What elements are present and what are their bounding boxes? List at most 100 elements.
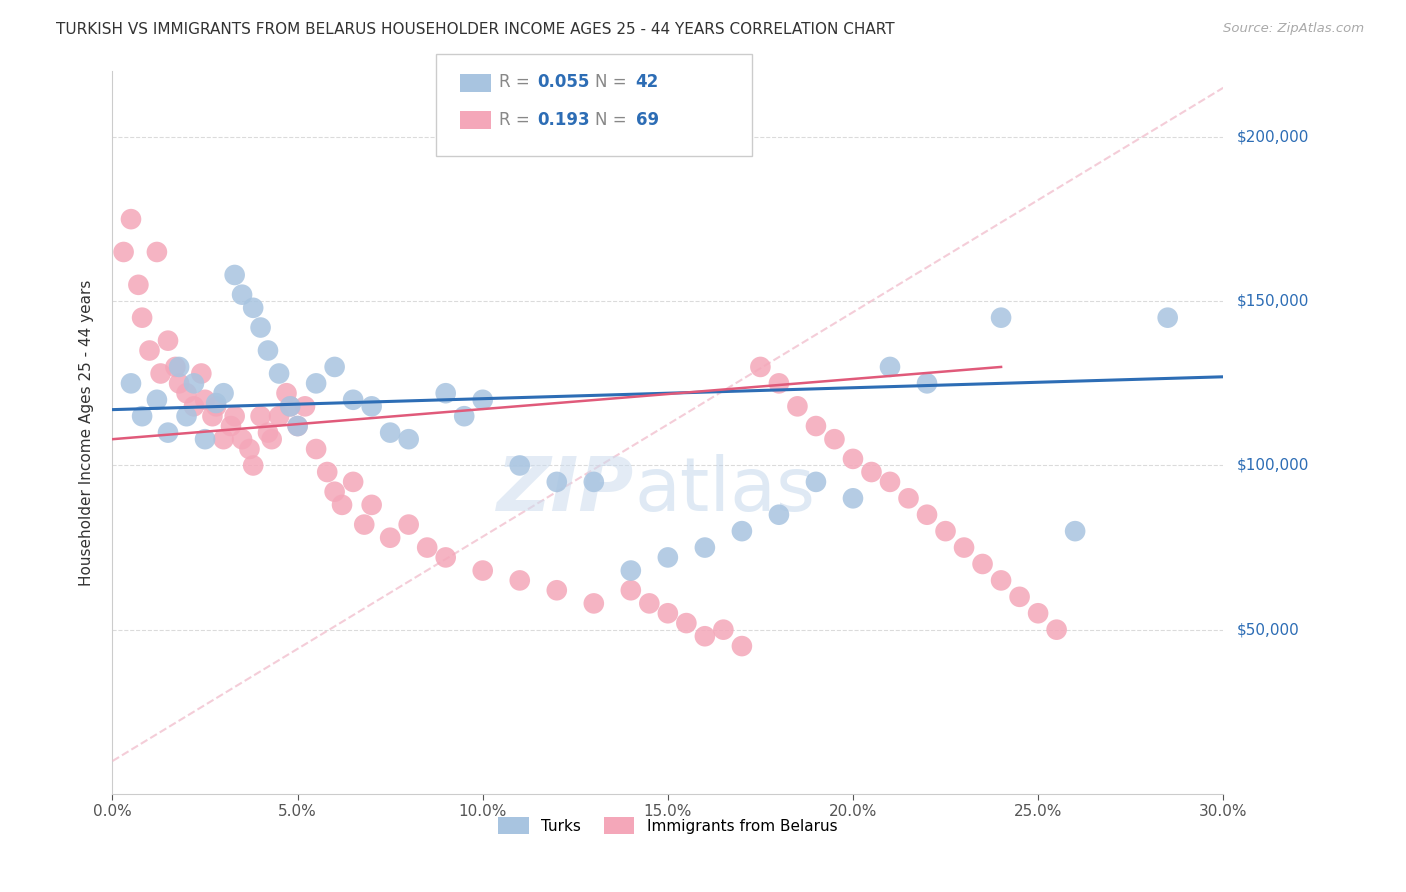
Point xyxy=(201,409,224,424)
Point xyxy=(1045,623,1069,637)
Point xyxy=(249,320,271,334)
Point xyxy=(287,419,309,434)
Text: 42: 42 xyxy=(636,73,659,91)
Point xyxy=(120,376,142,391)
Point xyxy=(879,359,901,374)
Point xyxy=(693,541,716,555)
Point xyxy=(380,425,402,440)
Point xyxy=(693,629,716,643)
Point xyxy=(131,409,153,424)
Point xyxy=(842,491,865,506)
Point xyxy=(276,386,298,401)
Y-axis label: Householder Income Ages 25 - 44 years: Householder Income Ages 25 - 44 years xyxy=(79,279,94,586)
Point xyxy=(842,451,865,466)
Point xyxy=(620,583,643,598)
Point xyxy=(194,432,217,446)
Point xyxy=(509,458,531,473)
Point xyxy=(398,517,420,532)
Point xyxy=(471,564,494,578)
Point xyxy=(183,400,205,414)
Point xyxy=(713,623,735,637)
Point xyxy=(471,392,494,407)
Point xyxy=(546,583,568,598)
Point xyxy=(112,244,135,259)
Point xyxy=(194,392,217,407)
Point xyxy=(183,376,205,391)
Text: $150,000: $150,000 xyxy=(1237,293,1309,309)
Text: 69: 69 xyxy=(636,111,658,128)
Text: Source: ZipAtlas.com: Source: ZipAtlas.com xyxy=(1223,22,1364,36)
Point xyxy=(915,376,938,391)
Point xyxy=(127,277,149,292)
Point xyxy=(219,419,242,434)
Point xyxy=(768,376,790,391)
Point xyxy=(453,409,475,424)
Point xyxy=(434,550,457,565)
Point xyxy=(786,400,808,414)
Point xyxy=(1008,590,1031,604)
Text: $50,000: $50,000 xyxy=(1237,623,1301,637)
Point xyxy=(212,386,235,401)
Text: $200,000: $200,000 xyxy=(1237,129,1309,145)
Point xyxy=(546,475,568,489)
Point xyxy=(380,531,402,545)
Point xyxy=(657,550,679,565)
Text: atlas: atlas xyxy=(634,454,815,527)
Point xyxy=(990,310,1012,325)
Point xyxy=(231,287,253,301)
Point xyxy=(138,343,160,358)
Text: R =: R = xyxy=(499,111,536,128)
Point xyxy=(879,475,901,489)
Point xyxy=(190,367,212,381)
Text: R =: R = xyxy=(499,73,536,91)
Point xyxy=(1064,524,1087,538)
Point xyxy=(935,524,957,538)
Point xyxy=(257,343,280,358)
Point xyxy=(294,400,316,414)
Point xyxy=(167,376,190,391)
Point xyxy=(165,359,187,374)
Text: N =: N = xyxy=(595,111,631,128)
Point xyxy=(249,409,271,424)
Point xyxy=(323,359,346,374)
Point xyxy=(972,557,994,571)
Point xyxy=(305,376,328,391)
Point xyxy=(278,400,301,414)
Point xyxy=(675,616,697,631)
Point xyxy=(278,400,301,414)
Point xyxy=(360,400,382,414)
Point xyxy=(131,310,153,325)
Point xyxy=(146,244,169,259)
Point xyxy=(242,301,264,315)
Point xyxy=(638,596,661,610)
Point xyxy=(260,432,283,446)
Point xyxy=(212,432,235,446)
Point xyxy=(953,541,976,555)
Point xyxy=(316,465,339,479)
Point xyxy=(342,475,364,489)
Point xyxy=(509,574,531,588)
Point xyxy=(238,442,260,456)
Point xyxy=(305,442,328,456)
Point xyxy=(860,465,883,479)
Point xyxy=(257,425,280,440)
Point xyxy=(582,475,605,489)
Point xyxy=(360,498,382,512)
Point xyxy=(224,268,246,282)
Text: N =: N = xyxy=(595,73,631,91)
Text: 0.055: 0.055 xyxy=(537,73,589,91)
Text: $100,000: $100,000 xyxy=(1237,458,1309,473)
Point xyxy=(224,409,246,424)
Point xyxy=(731,524,754,538)
Point xyxy=(398,432,420,446)
Point xyxy=(749,359,772,374)
Point xyxy=(342,392,364,407)
Point xyxy=(434,386,457,401)
Point xyxy=(176,386,198,401)
Point xyxy=(323,484,346,499)
Point xyxy=(1156,310,1178,325)
Point xyxy=(768,508,790,522)
Point xyxy=(620,564,643,578)
Point xyxy=(287,419,309,434)
Point xyxy=(242,458,264,473)
